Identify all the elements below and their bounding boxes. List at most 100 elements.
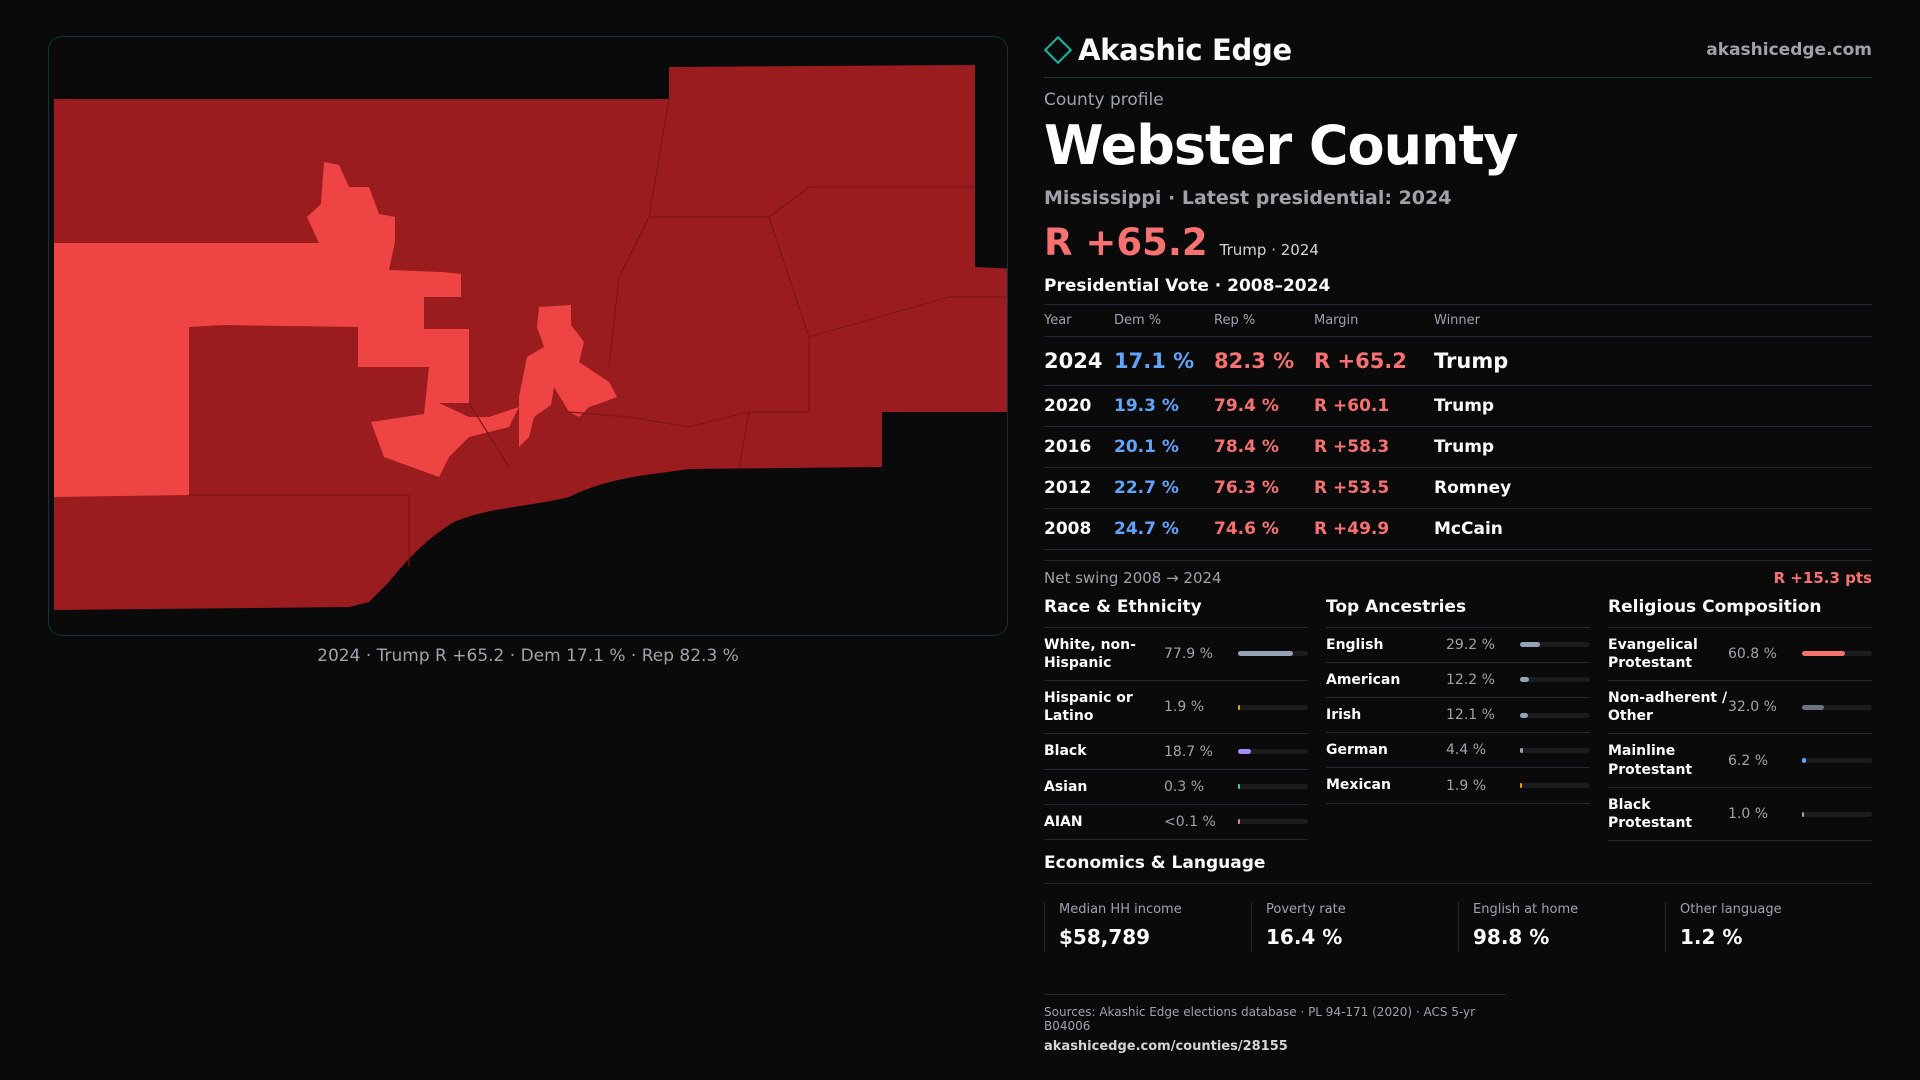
cell-margin: R +53.5 [1314, 467, 1434, 509]
stat-value: 29.2 % [1446, 636, 1495, 653]
table-row: 2008 24.7 % 74.6 % R +49.9 McCain [1044, 508, 1872, 550]
stat-value: <0.1 % [1164, 813, 1216, 830]
stat-value: 32.0 % [1728, 699, 1777, 716]
ancestry-row: German 4.4 % [1326, 733, 1590, 769]
stat-bar [1802, 704, 1872, 710]
site-link[interactable]: akashicedge.com [1706, 39, 1872, 60]
cell-rep: 74.6 % [1214, 508, 1314, 550]
religion-title: Religious Composition [1608, 597, 1872, 628]
econ-cell-income: Median HH income $58,789 [1044, 902, 1251, 953]
econ-value: 16.4 % [1266, 925, 1343, 950]
header-margin: Margin [1314, 303, 1434, 337]
stat-bar [1520, 677, 1590, 683]
econ-cell-other-language: Other language 1.2 % [1665, 902, 1872, 953]
race-row: Hispanic or Latino 1.9 % [1044, 681, 1308, 735]
stat-label: Black Protestant [1608, 796, 1693, 831]
stat-bar-fill [1238, 749, 1252, 755]
stat-bar-fill [1520, 677, 1529, 683]
stat-value: 18.7 % [1164, 743, 1213, 760]
demographics-columns: Race & Ethnicity White, non-Hispanic 77.… [1044, 597, 1872, 842]
stat-label: Hispanic or Latino [1044, 690, 1133, 725]
stat-bar [1238, 704, 1308, 710]
page-title: Webster County [1044, 114, 1519, 177]
stat-label: Irish [1326, 707, 1362, 724]
stat-value: 0.3 % [1164, 778, 1205, 795]
cell-winner: Trump [1434, 336, 1872, 386]
stat-bar [1520, 747, 1590, 753]
header-winner: Winner [1434, 303, 1872, 337]
profile-eyebrow: County profile [1044, 90, 1164, 110]
stat-bar-fill [1238, 704, 1240, 710]
header-rep: Rep % [1214, 303, 1314, 337]
race-title: Race & Ethnicity [1044, 597, 1308, 628]
stat-label: German [1326, 742, 1388, 759]
cell-dem: 17.1 % [1114, 336, 1214, 386]
econ-label: English at home [1473, 902, 1579, 918]
stat-label: Black [1044, 743, 1087, 760]
race-row: AIAN <0.1 % [1044, 805, 1308, 840]
stat-bar [1520, 712, 1590, 718]
cell-margin: R +65.2 [1314, 336, 1434, 386]
precinct-map-svg [54, 65, 1008, 610]
headline-result: R +65.2 Trump · 2024 [1044, 221, 1872, 264]
stat-label: English [1326, 636, 1384, 653]
stat-label: Non-adherent / Other [1608, 690, 1728, 725]
religion-row: Black Protestant 1.0 % [1608, 788, 1872, 842]
race-ethnicity-section: Race & Ethnicity White, non-Hispanic 77.… [1044, 597, 1308, 842]
stat-value: 4.4 % [1446, 742, 1487, 759]
stat-value: 12.1 % [1446, 707, 1495, 724]
stat-label: White, non-Hispanic [1044, 636, 1136, 671]
cell-year: 2012 [1044, 467, 1114, 509]
cell-rep: 82.3 % [1214, 336, 1314, 386]
stat-bar-fill [1238, 784, 1240, 790]
cell-dem: 24.7 % [1114, 508, 1214, 550]
diamond-logo-icon [1043, 35, 1073, 64]
cell-year: 2008 [1044, 508, 1114, 550]
precinct-strong-rep[interactable] [54, 65, 1008, 610]
stat-label: Mexican [1326, 777, 1391, 794]
stat-bar [1802, 651, 1872, 657]
precinct-boundaries [189, 98, 1007, 567]
econ-label: Median HH income [1059, 902, 1182, 918]
race-row: Asian 0.3 % [1044, 770, 1308, 805]
cell-winner: McCain [1434, 508, 1872, 550]
econ-value: 1.2 % [1680, 925, 1743, 950]
precinct-lean-rep-center[interactable] [519, 305, 617, 447]
cell-dem: 22.7 % [1114, 467, 1214, 509]
religion-row: Mainline Protestant 6.2 % [1608, 734, 1872, 788]
stat-label: Asian [1044, 778, 1088, 795]
swing-label: Net swing 2008 → 2024 [1044, 568, 1222, 587]
stat-bar-fill [1520, 642, 1541, 648]
precinct-lean-rep-west[interactable] [54, 162, 519, 497]
table-header-row: Year Dem % Rep % Margin Winner [1044, 303, 1872, 337]
stat-bar-fill [1802, 704, 1825, 710]
county-map[interactable] [48, 36, 1008, 636]
headline-margin: R +65.2 [1044, 220, 1208, 264]
header-year: Year [1044, 303, 1114, 337]
stat-bar [1238, 651, 1308, 657]
stat-value: 1.0 % [1728, 806, 1769, 822]
table-row: 2020 19.3 % 79.4 % R +60.1 Trump [1044, 385, 1872, 427]
stat-bar-fill [1520, 747, 1524, 753]
cell-margin: R +60.1 [1314, 385, 1434, 427]
stat-bar [1238, 749, 1308, 755]
net-swing: Net swing 2008 → 2024 R +15.3 pts [1044, 559, 1872, 587]
brand[interactable]: Akashic Edge [1043, 32, 1292, 67]
sources-footer: Sources: Akashic Edge elections database… [1044, 994, 1506, 1054]
cell-year: 2016 [1044, 426, 1114, 468]
header-dem: Dem % [1114, 303, 1214, 337]
stat-bar [1520, 642, 1590, 648]
econ-cell-poverty: Poverty rate 16.4 % [1251, 902, 1458, 953]
headline-note: Trump · 2024 [1219, 240, 1319, 259]
stat-bar-fill [1802, 758, 1807, 764]
sources-url[interactable]: akashicedge.com/counties/28155 [1044, 1039, 1288, 1054]
ancestry-row: English 29.2 % [1326, 628, 1590, 663]
cell-winner: Trump [1434, 426, 1872, 468]
swing-value: R +15.3 pts [1773, 568, 1872, 587]
econ-value: 98.8 % [1473, 925, 1550, 950]
brand-name: Akashic Edge [1078, 32, 1292, 67]
economics-cells: Median HH income $58,789 Poverty rate 16… [1044, 902, 1872, 953]
stat-value: 77.9 % [1164, 645, 1213, 662]
cell-rep: 76.3 % [1214, 467, 1314, 509]
cell-winner: Romney [1434, 467, 1872, 509]
